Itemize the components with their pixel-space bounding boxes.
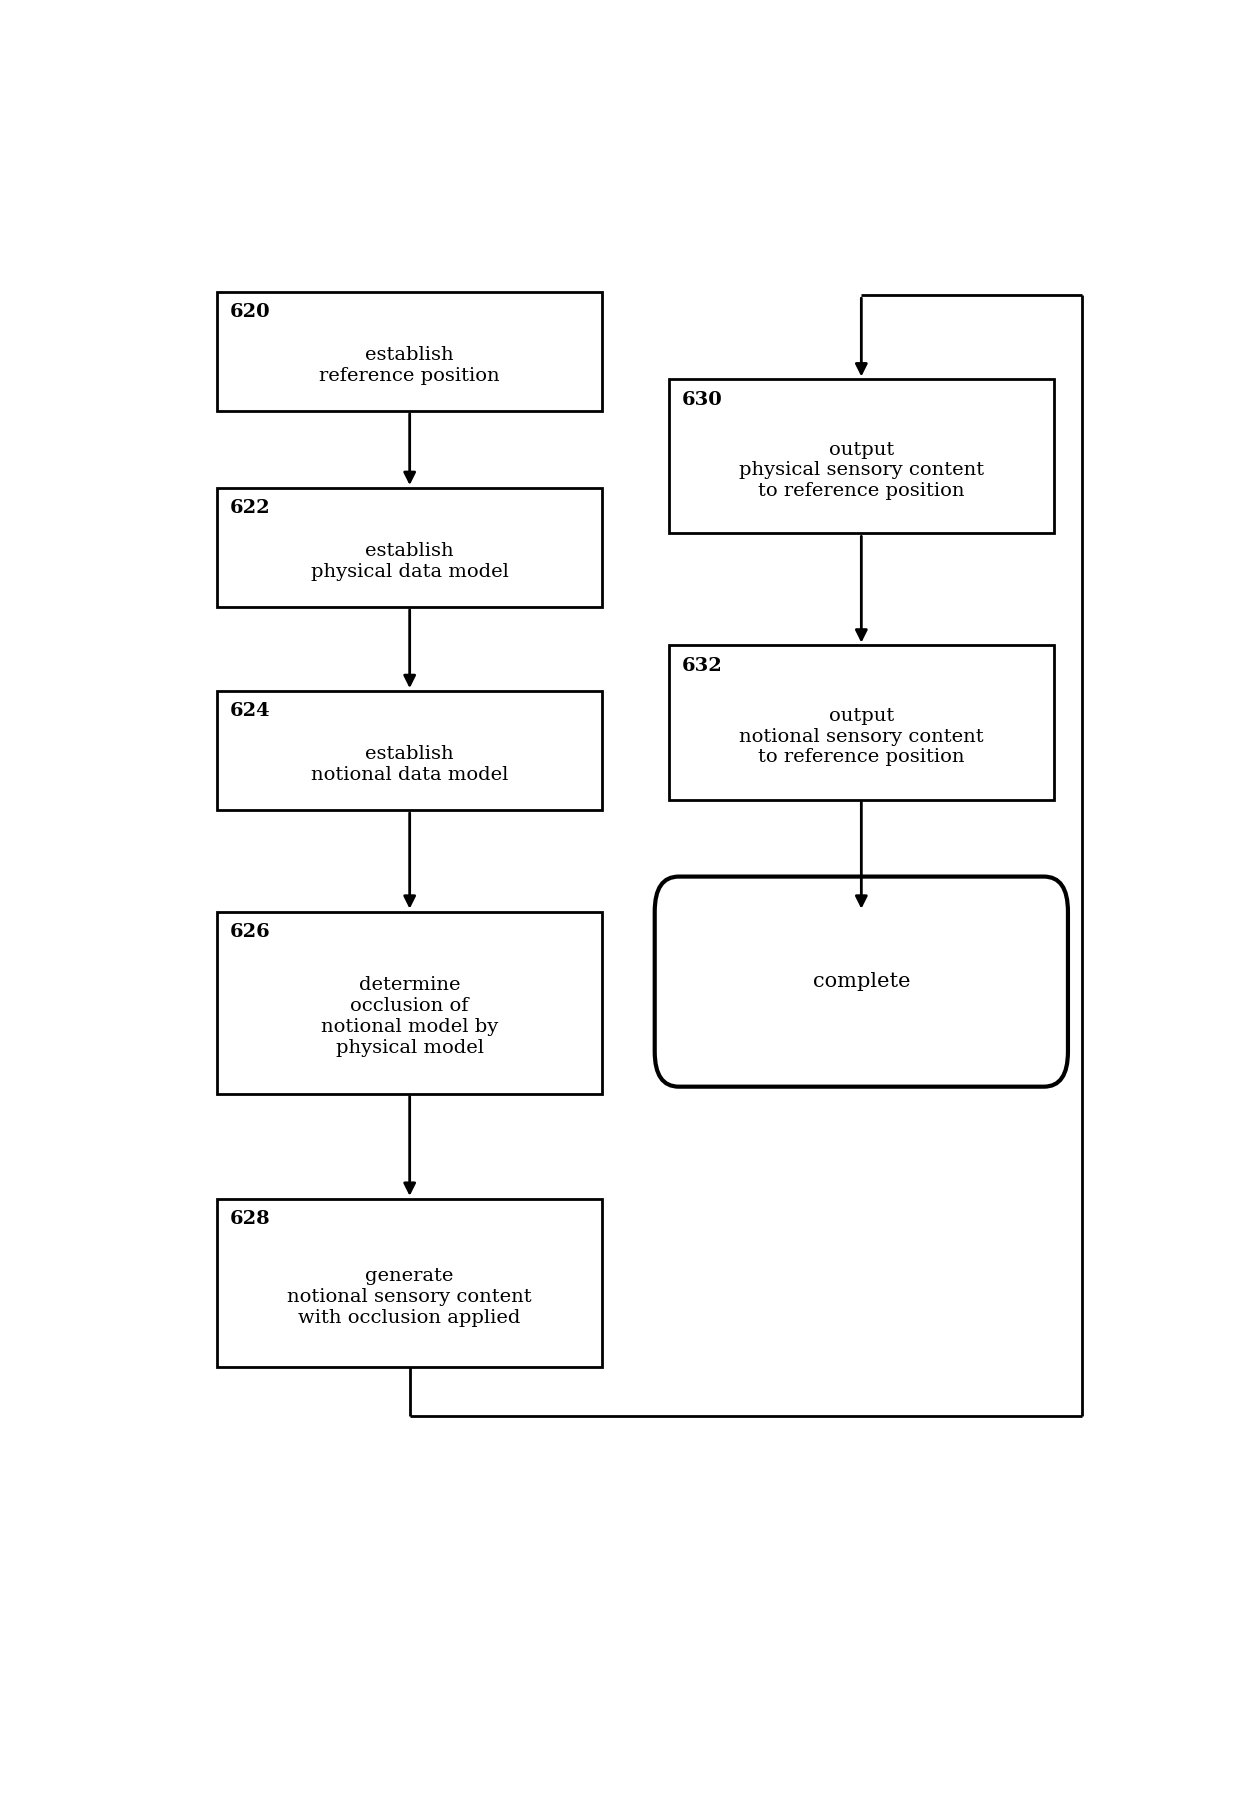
Bar (217, 911, 601, 1093)
Text: 632: 632 (682, 657, 723, 675)
Text: generate
notional sensory content
with occlusion applied: generate notional sensory content with o… (288, 1268, 532, 1326)
Text: establish
notional data model: establish notional data model (311, 746, 508, 784)
Bar (670, 380, 1054, 533)
Text: 630: 630 (682, 391, 723, 409)
Bar (217, 691, 601, 809)
Text: 628: 628 (229, 1210, 270, 1228)
Bar (217, 1199, 601, 1366)
Bar (217, 487, 601, 608)
Text: complete: complete (812, 971, 910, 991)
Text: 622: 622 (229, 498, 270, 517)
Text: establish
reference position: establish reference position (320, 346, 500, 386)
Text: 620: 620 (229, 304, 270, 320)
Text: 626: 626 (229, 922, 270, 940)
FancyBboxPatch shape (655, 877, 1068, 1086)
Text: establish
physical data model: establish physical data model (311, 542, 508, 580)
Text: determine
occlusion of
notional model by
physical model: determine occlusion of notional model by… (321, 977, 498, 1057)
Bar (670, 646, 1054, 800)
Text: output
notional sensory content
to reference position: output notional sensory content to refer… (739, 708, 983, 766)
Text: output
physical sensory content
to reference position: output physical sensory content to refer… (739, 440, 983, 500)
Bar (217, 291, 601, 411)
Text: 624: 624 (229, 702, 270, 720)
